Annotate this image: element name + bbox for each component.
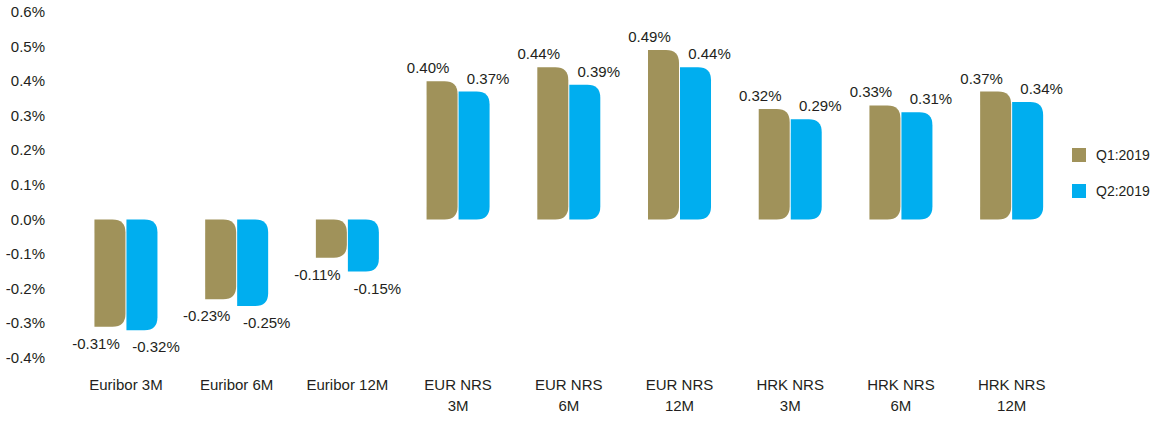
bar	[980, 92, 1011, 220]
y-tick-label: -0.3%	[6, 314, 45, 331]
bar	[237, 220, 268, 307]
y-tick-label: 0.3%	[11, 107, 45, 124]
category-label: Euribor 3M	[89, 376, 162, 393]
data-label: -0.25%	[243, 314, 291, 331]
bars	[94, 50, 1043, 330]
category-label: EUR NRS 3M	[424, 376, 492, 414]
data-label: -0.32%	[132, 338, 180, 355]
bar	[348, 220, 379, 272]
legend-label: Q2:2019	[1096, 183, 1150, 199]
data-label: 0.29%	[799, 97, 842, 114]
data-label: 0.44%	[688, 45, 731, 62]
bar	[648, 50, 679, 220]
category-label: EUR NRS 6M	[535, 376, 603, 414]
category-label-line: HRK NRS	[978, 376, 1046, 393]
bar	[569, 85, 600, 220]
data-label: 0.32%	[739, 87, 782, 104]
category-label: Euribor 6M	[200, 376, 273, 393]
category-label-line: Euribor 3M	[89, 376, 162, 393]
data-label: -0.31%	[72, 335, 120, 352]
y-tick-label: 0.0%	[11, 211, 45, 228]
bar	[1012, 102, 1043, 220]
data-label: 0.31%	[910, 90, 953, 107]
category-label-line: 6M	[891, 397, 912, 414]
bar	[427, 81, 458, 219]
category-label-line: 3M	[448, 397, 469, 414]
category-label: Euribor 12M	[307, 376, 389, 393]
bar	[205, 220, 236, 300]
data-label: 0.44%	[518, 45, 561, 62]
y-tick-label: 0.2%	[11, 141, 45, 158]
data-label: -0.11%	[294, 266, 340, 283]
y-tick-label: -0.2%	[6, 280, 45, 297]
category-label-line: 12M	[665, 397, 694, 414]
category-label: HRK NRS 12M	[978, 376, 1046, 414]
bar	[680, 67, 711, 219]
y-tick-label: -0.4%	[6, 349, 45, 366]
data-label: 0.33%	[850, 83, 893, 100]
category-label-line: EUR NRS	[424, 376, 492, 393]
category-label: HRK NRS 6M	[867, 376, 935, 414]
bar	[537, 67, 568, 219]
data-label: 0.37%	[960, 70, 1003, 87]
legend-swatch	[1072, 184, 1086, 198]
category-label-line: 3M	[780, 397, 801, 414]
data-label: 0.34%	[1020, 80, 1063, 97]
category-label-line: 12M	[997, 397, 1026, 414]
category-label-line: EUR NRS	[646, 376, 714, 393]
bar	[459, 92, 490, 220]
y-tick-label: -0.1%	[6, 245, 45, 262]
bar	[901, 112, 932, 219]
legend-label: Q1:2019	[1096, 147, 1150, 163]
category-label-line: HRK NRS	[867, 376, 935, 393]
bar	[869, 105, 900, 219]
data-label: -0.23%	[183, 307, 231, 324]
category-label-line: EUR NRS	[535, 376, 603, 393]
chart: -0.4% -0.3% -0.2% -0.1% 0.0% 0.1% 0.2% 0.3% 0.4%…	[0, 0, 1158, 421]
data-label: 0.37%	[467, 70, 510, 87]
data-label: 0.39%	[578, 63, 621, 80]
bar	[94, 220, 125, 327]
category-label: HRK NRS 3M	[756, 376, 824, 414]
bar	[759, 109, 790, 220]
bar	[316, 220, 347, 258]
y-tick-label: 0.6%	[11, 3, 45, 20]
bar	[126, 220, 157, 331]
y-tick-label: 0.4%	[11, 72, 45, 89]
data-label: 0.40%	[407, 59, 450, 76]
y-tick-label: 0.1%	[11, 176, 45, 193]
bar	[791, 119, 822, 219]
category-label-line: 6M	[558, 397, 579, 414]
category-label-line: Euribor 6M	[200, 376, 273, 393]
data-label: -0.15%	[354, 280, 402, 297]
category-label-line: HRK NRS	[756, 376, 824, 393]
category-label: EUR NRS 12M	[646, 376, 714, 414]
category-label-line: Euribor 12M	[307, 376, 389, 393]
y-tick-label: 0.5%	[11, 38, 45, 55]
data-label: 0.49%	[628, 28, 671, 45]
legend-swatch	[1072, 148, 1086, 162]
